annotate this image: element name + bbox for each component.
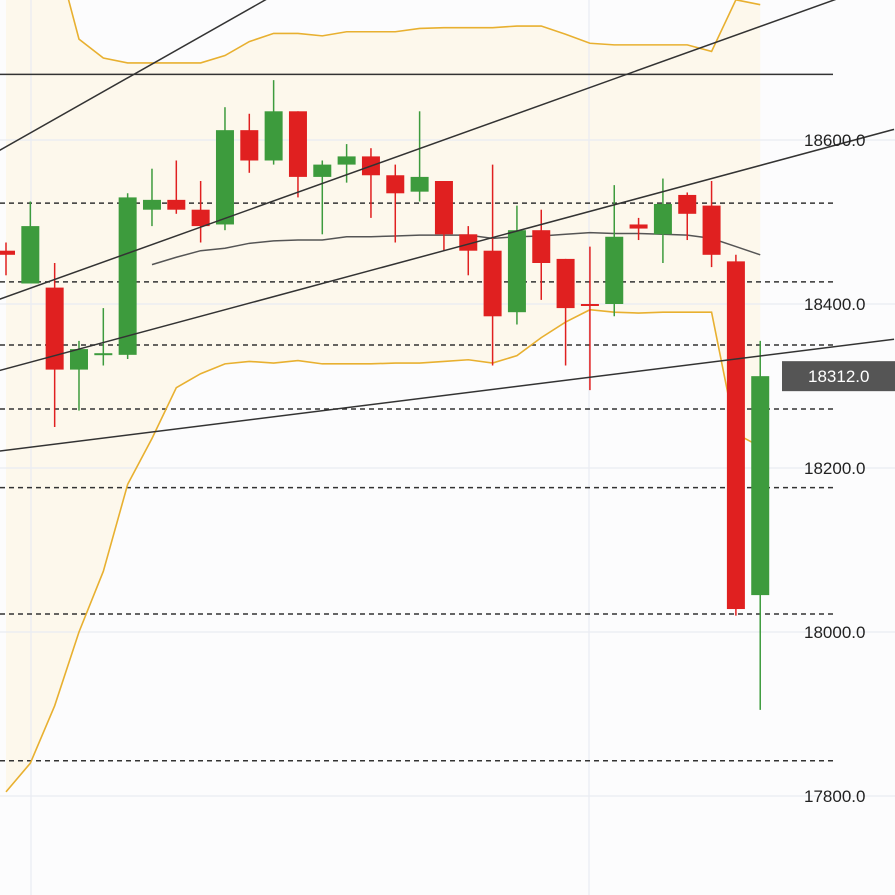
candle-body <box>94 353 113 356</box>
candle-body <box>69 349 88 370</box>
candle-body <box>678 194 697 214</box>
candle-up <box>410 111 429 202</box>
candle-body <box>629 224 648 229</box>
candle-body <box>751 376 770 596</box>
y-tick-label: 18200.0 <box>804 459 865 478</box>
candle-up <box>21 201 40 284</box>
candle-body <box>507 230 526 313</box>
y-tick-label: 17800.0 <box>804 787 865 806</box>
candle-up <box>94 308 113 366</box>
candle-down <box>629 217 648 241</box>
candle-up <box>313 160 332 235</box>
candle-up <box>264 80 283 165</box>
trend-line <box>0 338 895 452</box>
candle-up <box>507 205 526 325</box>
trend-line <box>0 0 267 151</box>
y-tick-label: 18000.0 <box>804 623 865 642</box>
candle-down <box>678 192 697 241</box>
bollinger-upper-line <box>67 0 761 64</box>
y-axis: 18600.0 18400.0 18200.0 18000.0 17800.0 <box>804 131 865 806</box>
y-tick-label: 18600.0 <box>804 131 865 150</box>
candle-up <box>69 340 88 411</box>
trend-lines <box>0 0 895 452</box>
candle-up <box>653 178 672 263</box>
candle-body <box>410 176 429 192</box>
last-price-tag-background <box>782 361 895 392</box>
candle-down <box>580 246 599 391</box>
candle-body <box>483 250 502 317</box>
candle-down <box>386 164 405 243</box>
candle-up <box>605 185 624 317</box>
candle-up <box>142 168 161 227</box>
candle-body <box>264 111 283 161</box>
bollinger-band-fill <box>6 0 761 792</box>
candle-down <box>240 113 259 173</box>
candle-body <box>434 181 453 235</box>
y-tick-label: 18400.0 <box>804 295 865 314</box>
candle-body <box>653 203 672 235</box>
candle-body <box>45 287 64 370</box>
candle-body <box>167 199 186 210</box>
candle-body <box>532 230 551 263</box>
bollinger-lower-line <box>5 308 761 793</box>
candle-body <box>240 130 259 161</box>
candle-body <box>556 258 575 309</box>
candle-body <box>386 175 405 194</box>
candle-body <box>726 261 745 610</box>
trend-line <box>0 128 895 372</box>
candle-body <box>313 164 332 177</box>
candle-body <box>702 205 721 255</box>
candle-body <box>142 199 161 210</box>
trend-line <box>0 0 837 300</box>
candle-down <box>288 111 307 198</box>
candle-body <box>459 234 478 251</box>
candle-body <box>118 197 137 355</box>
candle-body <box>288 111 307 177</box>
last-price-tag: 18312.0 <box>782 361 895 392</box>
candle-up <box>751 340 770 710</box>
candle-down <box>483 164 502 366</box>
candle-down <box>167 160 186 214</box>
candle-down <box>702 181 721 268</box>
candle-body <box>580 304 599 306</box>
candle-body <box>605 236 624 304</box>
candle-body <box>215 130 234 225</box>
last-price-label: 18312.0 <box>808 367 869 386</box>
candle-body <box>0 250 15 255</box>
candle-up <box>337 144 356 183</box>
candle-up <box>215 107 234 231</box>
candle-down <box>459 226 478 276</box>
candle-down <box>726 254 745 616</box>
candle-down <box>434 181 453 251</box>
candles <box>0 80 770 710</box>
candle-body <box>191 209 210 227</box>
bollinger-band-area <box>6 0 761 792</box>
candle-body <box>21 226 40 284</box>
candle-down <box>556 258 575 366</box>
candle-up <box>118 193 137 359</box>
candle-body <box>337 156 356 165</box>
candle-down <box>191 181 210 243</box>
candle-down <box>45 263 64 427</box>
candle-down <box>0 242 15 276</box>
